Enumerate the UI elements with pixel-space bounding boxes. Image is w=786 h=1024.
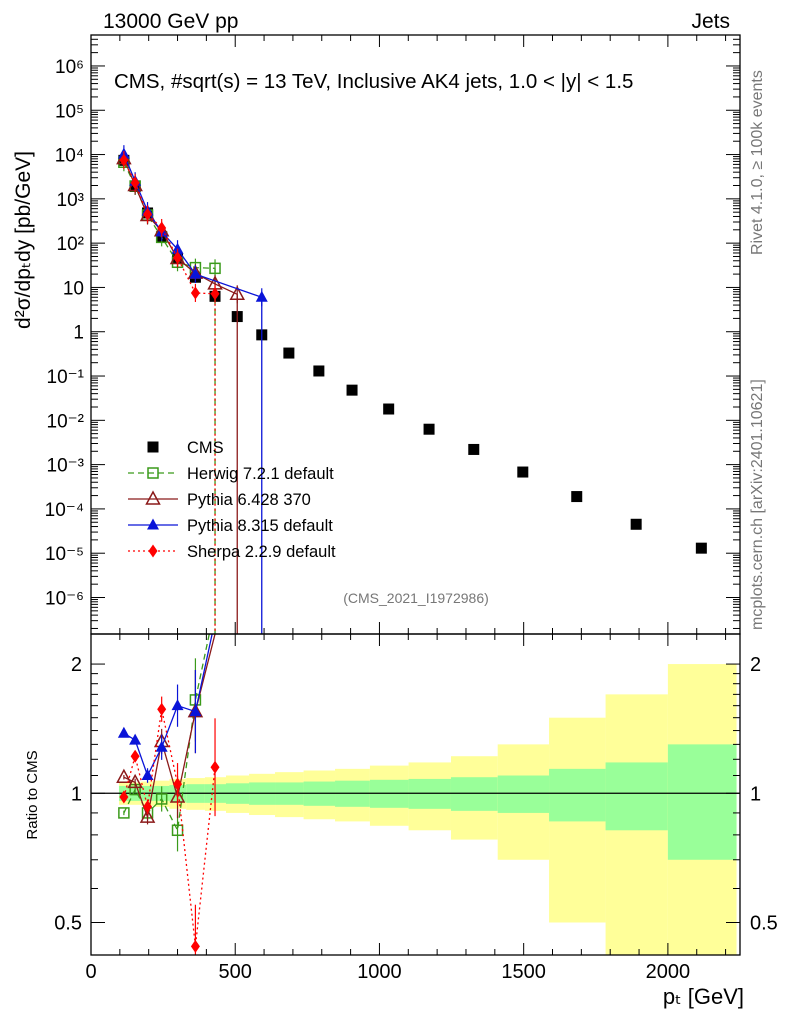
y-tick-label: 10⁻⁵ — [45, 544, 84, 565]
data-point — [468, 443, 480, 455]
ratio-series-layer — [116, 633, 220, 955]
data-point — [130, 176, 140, 190]
data-point — [173, 251, 183, 265]
legend-label: CMS — [187, 439, 224, 457]
y-tick-label: 10⁻³ — [47, 456, 85, 477]
y-tick-label: 10³ — [57, 190, 84, 211]
header-left: 13000 GeV pp — [103, 10, 238, 33]
ratio-point — [119, 790, 129, 804]
data-point — [157, 221, 167, 235]
ratio-plot-frame — [90, 633, 741, 956]
ratio-point — [173, 777, 183, 791]
ratio-point — [155, 740, 168, 752]
data-point — [189, 267, 202, 279]
x-tick-label: 500 — [219, 961, 252, 983]
ratio-point — [127, 773, 143, 789]
ratio-point — [118, 807, 130, 819]
legend-marker — [147, 467, 159, 479]
ratio-point — [190, 939, 200, 953]
legend-marker — [147, 441, 159, 453]
x-tick-label: 1000 — [357, 961, 402, 983]
ratio-point — [189, 705, 202, 717]
ratio-point — [130, 749, 140, 763]
y-tick-label: 10⁻⁴ — [45, 500, 84, 521]
data-point — [210, 287, 220, 301]
ratio-ylabel: Ratio to CMS — [24, 750, 41, 839]
y-tick-label: 10⁴ — [55, 146, 84, 167]
data-point — [255, 290, 268, 302]
ratio-band-inner — [605, 762, 668, 831]
ratio-band-inner — [667, 744, 737, 860]
ratio-y-tick-label-right: 1 — [750, 783, 761, 805]
ratio-point — [129, 733, 142, 745]
ratio-point — [116, 768, 132, 783]
header-right: Jets — [691, 10, 730, 33]
x-tick-label: 2000 — [646, 961, 691, 983]
data-point — [190, 286, 200, 300]
legend-label: Herwig 7.2.1 default — [187, 465, 334, 483]
axis-tick-labels: 0 500 1000 1500 200010⁶10⁵10⁴10³10²10110⁻¹10… — [45, 57, 778, 983]
y-tick-label: 10² — [57, 234, 84, 255]
ratio-point — [210, 760, 220, 774]
ratio-point — [143, 800, 153, 814]
y-tick-label: 10⁶ — [55, 57, 84, 78]
ratio-point — [171, 699, 184, 711]
data-point — [143, 207, 153, 221]
data-point — [423, 423, 435, 435]
ratio-point — [139, 808, 156, 823]
ratio-y-tick-label-right: 2 — [750, 654, 761, 676]
y-tick-label: 10⁻² — [47, 411, 85, 432]
ratio-band-inner — [549, 768, 606, 822]
y-tick-label: 10⁻⁶ — [45, 589, 84, 610]
main-series-layer — [116, 145, 707, 634]
legend-marker — [148, 544, 158, 558]
ratio-point — [155, 793, 168, 805]
data-point — [517, 466, 529, 478]
ratio-point — [117, 726, 130, 738]
rivet-label: Rivet 4.1.0, ≥ 100k events — [749, 70, 766, 255]
axis-ticks — [90, 34, 740, 955]
ratio-y-tick-label-left: 2 — [71, 654, 82, 676]
legend-label: Sherpa 2.2.9 default — [187, 543, 336, 561]
ratio-y-tick-label-right: 0.5 — [750, 912, 778, 934]
ratio-band-inner — [497, 775, 550, 813]
x-axis-label: pₜ [GeV] — [663, 984, 744, 1009]
y-tick-label: 10⁻¹ — [47, 367, 85, 388]
mcplots-label: mcplots.cern.ch [arXiv:2401.10621] — [749, 379, 766, 630]
data-point — [209, 262, 221, 275]
data-point — [383, 403, 395, 415]
data-point — [695, 542, 707, 554]
main-title: CMS, #sqrt(s) = 13 TeV, Inclusive AK4 je… — [114, 70, 633, 93]
ratio-band-inner — [450, 777, 498, 811]
ratio-y-tick-label-left: 1 — [71, 783, 82, 805]
legend-label: Pythia 6.428 370 — [187, 491, 311, 509]
data-point — [229, 285, 246, 301]
legend-label: Pythia 8.315 default — [187, 517, 333, 535]
data-point — [119, 153, 129, 167]
x-tick-label: 1500 — [501, 961, 546, 983]
ratio-point — [157, 702, 167, 716]
y-tick-label: 10⁵ — [55, 101, 84, 122]
y-tick-label: 1 — [73, 323, 84, 344]
main-ylabel: d²σ/dpₜdy [pb/GeV] — [12, 151, 35, 329]
x-tick-label: 0 — [85, 961, 96, 983]
data-point — [630, 518, 642, 530]
ratio-point — [141, 769, 154, 781]
analysis-tag: (CMS_2021_I1972986) — [343, 590, 489, 606]
y-tick-label: 10 — [63, 278, 84, 299]
ratio-point — [171, 824, 184, 837]
data-point — [346, 384, 358, 396]
data-point — [571, 491, 583, 503]
legend: CMS Herwig 7.2.1 default Pythia 6.428 370 P… — [128, 439, 336, 561]
data-point — [313, 365, 325, 377]
legend-marker — [147, 518, 159, 530]
data-point — [283, 347, 295, 359]
ratio-y-tick-label-left: 0.5 — [54, 912, 82, 934]
legend-marker — [145, 490, 161, 505]
